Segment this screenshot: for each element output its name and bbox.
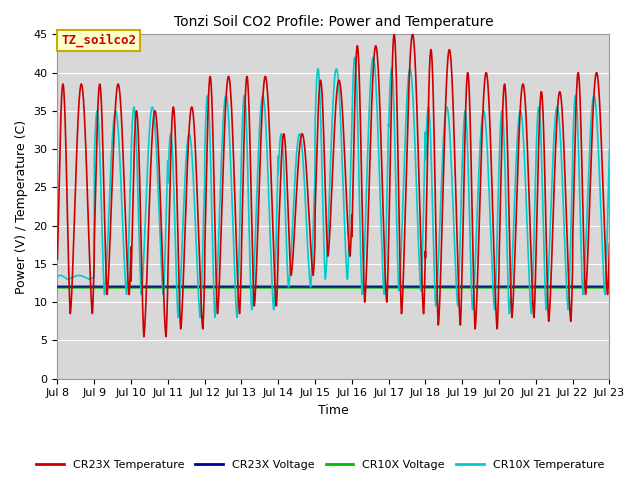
Title: Tonzi Soil CO2 Profile: Power and Temperature: Tonzi Soil CO2 Profile: Power and Temper…: [173, 15, 493, 29]
Legend: CR23X Temperature, CR23X Voltage, CR10X Voltage, CR10X Temperature: CR23X Temperature, CR23X Voltage, CR10X …: [31, 456, 609, 474]
X-axis label: Time: Time: [318, 404, 349, 417]
Y-axis label: Power (V) / Temperature (C): Power (V) / Temperature (C): [15, 120, 28, 294]
Text: TZ_soilco2: TZ_soilco2: [61, 34, 136, 47]
